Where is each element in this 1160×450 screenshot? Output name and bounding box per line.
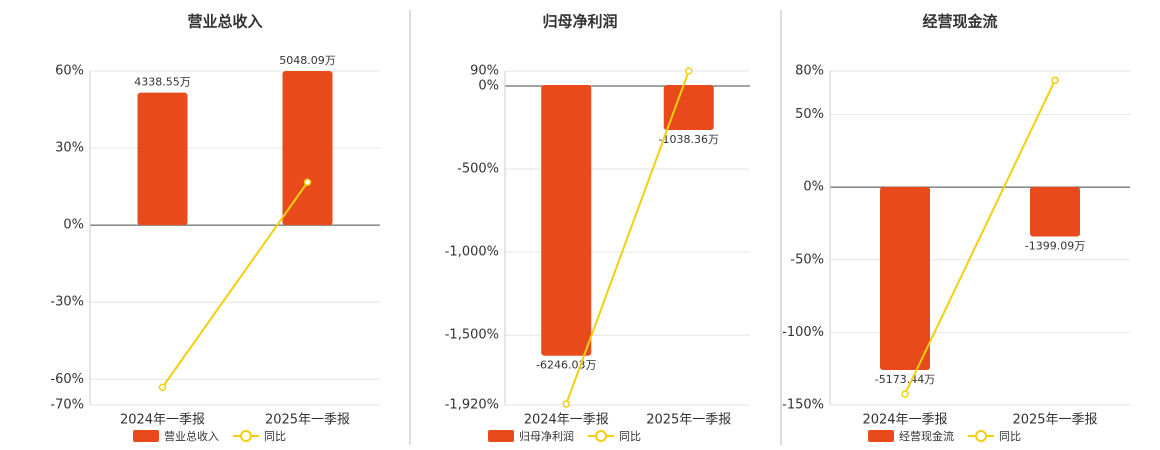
bar [137, 92, 188, 226]
y-tick-label: -100% [782, 325, 824, 340]
legend-swatch [488, 430, 514, 442]
bar [880, 186, 930, 370]
legend-label: 同比 [619, 430, 641, 443]
legend-swatch [975, 430, 987, 442]
bar [541, 85, 592, 356]
data-label: -1038.36万 [659, 133, 719, 146]
y-tick-label: 60% [55, 64, 84, 79]
line [565, 70, 690, 405]
legend-label: 经营现金流 [899, 429, 954, 443]
x-tick-label: 2024年一季报 [120, 413, 205, 428]
legend-label: 归母净利润 [519, 429, 574, 443]
chart-title: 归母净利润 [542, 13, 617, 31]
line-marker [1051, 76, 1059, 85]
y-tick-label: 0% [803, 180, 824, 195]
x-tick-label: 2025年一季报 [646, 413, 731, 428]
chart-title: 经营现金流 [922, 13, 997, 31]
y-tick-label: -50% [790, 252, 824, 267]
y-tick-label: -1,500% [445, 328, 499, 343]
data-label: -6246.03万 [536, 359, 596, 372]
y-tick-label: -500% [457, 162, 499, 177]
data-label: 5048.09万 [279, 54, 336, 67]
y-tick-label: 90% [470, 64, 499, 79]
legend-label: 同比 [264, 430, 286, 443]
bar [282, 71, 333, 226]
y-tick-label: 50% [795, 107, 824, 122]
x-tick-label: 2024年一季报 [524, 413, 609, 428]
y-tick-label: -1,000% [445, 245, 499, 260]
legend-label: 营业总收入 [164, 429, 219, 443]
line-marker [685, 67, 693, 75]
y-tick-label: -30% [50, 295, 84, 310]
legend-swatch [240, 430, 252, 442]
y-tick-label: 30% [55, 141, 84, 156]
legend-swatch [133, 430, 159, 442]
y-tick-label: 0% [63, 218, 84, 233]
line-marker [303, 178, 312, 186]
line-marker [158, 383, 167, 392]
bar [663, 85, 714, 131]
line-marker [901, 390, 909, 398]
chart-title: 营业总收入 [187, 13, 262, 31]
y-tick-label: 0% [478, 78, 499, 93]
x-tick-label: 2024年一季报 [862, 413, 947, 428]
legend-swatch [868, 430, 894, 442]
data-label: -5173.44万 [875, 373, 935, 386]
line [161, 181, 309, 388]
data-label: 4338.55万 [134, 76, 191, 89]
legend-label: 同比 [999, 430, 1021, 443]
x-tick-label: 2025年一季报 [1012, 413, 1097, 428]
y-tick-label: -70% [50, 398, 84, 413]
bar [1030, 186, 1080, 237]
line-marker [562, 400, 570, 408]
y-tick-label: 80% [795, 64, 824, 79]
y-tick-label: -150% [782, 398, 824, 413]
line [904, 79, 1056, 395]
y-tick-label: -1,920% [445, 398, 499, 413]
x-tick-label: 2025年一季报 [265, 413, 350, 428]
data-label: -1399.09万 [1025, 239, 1085, 252]
y-tick-label: -60% [50, 372, 84, 387]
legend-swatch [595, 430, 607, 442]
